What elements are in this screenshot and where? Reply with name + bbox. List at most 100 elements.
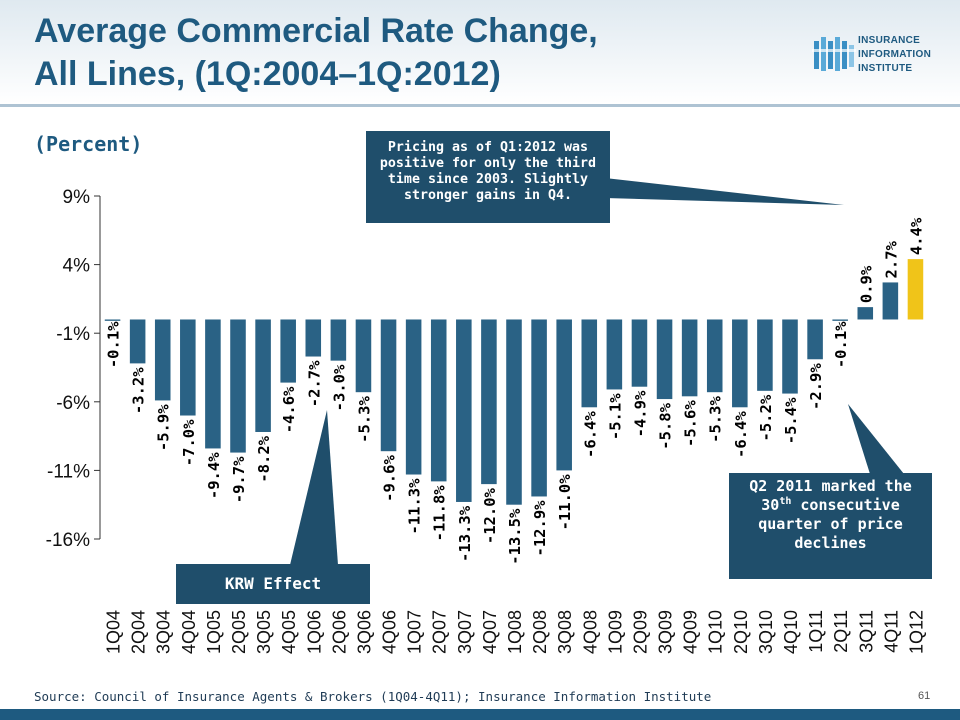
y-tick-label: -11% [47,461,90,482]
data-label: 2.7% [882,240,900,278]
bar-3Q05 [255,319,271,432]
x-tick-label: 1Q07 [405,610,425,654]
bar-4Q07 [481,319,497,485]
logo-text-line-3: INSTITUTE [858,63,913,74]
iii-logo-icon [812,37,856,71]
data-label: -5.6% [682,400,700,447]
bar-4Q11 [882,282,899,320]
data-label: -5.3% [707,396,725,443]
callout-krw-effect: KRW Effect [176,564,370,604]
x-tick-label: 3Q04 [154,610,174,654]
bar-3Q06 [355,319,372,393]
data-label: -11.8% [431,485,449,542]
bar-4Q04 [180,319,196,416]
x-tick-label: 3Q08 [555,610,575,654]
data-label: -2.9% [807,363,825,410]
bar-1Q05 [205,319,221,449]
data-label: -11.0% [556,474,574,531]
page-title-line-1: Average Commercial Rate Change, [34,12,598,50]
callout-q2-2011: Q2 2011 marked the 30th consecutive quar… [729,473,932,579]
data-label: 0.9% [857,265,875,303]
bar-3Q04 [154,319,171,401]
x-tick-label: 3Q06 [354,610,374,654]
x-tick-label: 2Q07 [430,610,450,654]
page-title-line-2: All Lines, (1Q:2004–1Q:2012) [34,55,501,93]
bar-1Q08 [506,319,522,505]
title-band [0,0,960,104]
callout-q2-text-end: consecutive quarter of price declines [758,496,903,552]
x-tick-label: 1Q05 [204,610,224,654]
bar-2Q10 [732,319,748,408]
bar-1Q10 [706,319,723,393]
data-label: -5.1% [606,393,624,440]
data-label: -9.7% [230,456,248,503]
bar-4Q10 [782,319,798,394]
page-number: 61 [918,690,931,702]
x-tick-label: 2Q10 [731,610,751,654]
data-label: -13.3% [456,505,474,562]
callout-pointers [290,178,904,565]
x-tick-label: 1Q06 [304,610,324,654]
data-label: -11.3% [406,478,424,535]
bar-1Q11 [807,319,823,360]
data-label: -13.5% [506,508,524,565]
x-tick-label: 4Q10 [781,610,801,654]
bar-1Q04 [104,319,121,321]
data-labels: -0.1% -3.2% -5.9% -7.0% -9.4% -9.7% -8.2% -4.6%… [105,217,926,565]
callout-q2-pointer [848,404,904,474]
y-tick-label: 9% [63,187,91,208]
x-tick-label: 1Q12 [906,610,926,654]
data-label: -2.7% [305,360,323,407]
x-tick-label: 2Q08 [530,610,550,654]
x-tick-label: 2Q04 [129,610,149,654]
callout-krw-pointer [290,410,338,565]
x-tick-label: 1Q04 [104,610,124,654]
x-tick-label: 3Q10 [756,610,776,654]
x-tick-label: 3Q11 [856,610,876,653]
x-tick-label: 2Q11 [831,610,851,653]
callout-q2-superscript: th [779,496,792,507]
bar-3Q09 [656,319,673,400]
data-label: -3.0% [330,364,348,411]
x-tick-label: 4Q11 [881,610,901,653]
y-tick-label: -16% [46,530,90,551]
x-tick-label: 1Q11 [806,610,826,653]
x-tick-label: 3Q05 [254,610,274,654]
x-tick-label: 3Q09 [656,610,676,654]
data-label: -0.1% [105,321,123,368]
x-tick-label: 4Q09 [681,610,701,654]
data-label: -4.9% [631,390,649,437]
x-tick-label: 1Q09 [605,610,625,654]
data-label: -7.0% [180,419,198,466]
data-label: -12.9% [531,500,549,557]
x-tick-label: 4Q08 [580,610,600,654]
bar-3Q08 [556,319,572,471]
bar-series [104,259,924,505]
bar-2Q07 [430,319,447,482]
y-tick-label: -1% [56,324,90,345]
x-tick-label: 4Q04 [179,610,199,654]
logo-text-line-1: INSURANCE [858,35,921,46]
x-tick-label: 4Q07 [480,610,500,654]
x-tick-label: 2Q05 [229,610,249,654]
data-label: -5.9% [155,404,173,451]
x-tick-label: 1Q10 [706,610,726,654]
bar-1Q06 [305,319,322,357]
y-tick-label: 4% [63,256,91,277]
x-tick-label: 3Q07 [455,610,475,654]
data-label: -12.0% [481,487,499,544]
bar-3Q11 [857,307,874,320]
data-label: -9.6% [381,455,399,502]
x-tick-label: 4Q05 [279,610,299,654]
bar-2Q04 [129,319,146,364]
data-label: -8.2% [255,435,273,482]
data-label: -4.6% [280,386,298,433]
bar-1Q12 [907,259,924,320]
title-rule [0,104,960,107]
callout-q2-text-start: Q2 2011 marked the 30 [749,477,912,514]
data-label: -5.2% [757,394,775,441]
data-label: -3.2% [130,367,148,414]
bar-3Q07 [456,319,472,502]
data-label: -9.4% [205,452,223,499]
